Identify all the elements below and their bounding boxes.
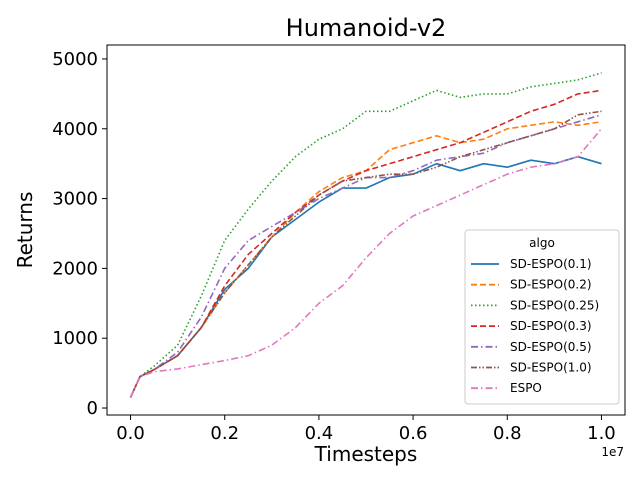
legend: algo SD-ESPO(0.1) SD-ESPO(0.2) SD-ESPO(0.2… xyxy=(464,229,620,405)
y-axis-ticks: 0 1000 2000 3000 4000 5000 xyxy=(52,49,107,419)
plot-lines xyxy=(129,72,603,398)
series-line-2 xyxy=(129,72,602,398)
legend-title: algo xyxy=(529,236,555,250)
y-tick-label: 0 xyxy=(87,398,98,419)
legend-label: SD-ESPO(0.2) xyxy=(510,278,592,292)
series-line-6 xyxy=(129,128,603,398)
y-tick-label: 4000 xyxy=(52,119,98,140)
y-tick-label: 5000 xyxy=(52,49,98,70)
x-axis-ticks: 0.0 0.2 0.4 0.6 0.8 1.0 xyxy=(116,415,616,444)
chart-title: Humanoid-v2 xyxy=(286,14,447,42)
legend-label: SD-ESPO(0.1) xyxy=(510,257,592,271)
x-tick-label: 0.4 xyxy=(305,423,334,444)
legend-label: SD-ESPO(0.5) xyxy=(510,340,592,354)
legend-label: SD-ESPO(0.25) xyxy=(510,298,599,312)
y-tick-label: 1000 xyxy=(52,328,98,349)
legend-label: SD-ESPO(1.0) xyxy=(510,361,592,375)
x-axis-multiplier: 1e7 xyxy=(601,445,624,459)
legend-box xyxy=(464,229,620,405)
x-tick-label: 0.0 xyxy=(116,423,145,444)
x-tick-label: 1.0 xyxy=(587,423,616,444)
x-tick-label: 0.6 xyxy=(399,423,428,444)
y-tick-label: 3000 xyxy=(52,189,98,210)
legend-label: ESPO xyxy=(510,381,542,395)
legend-items: SD-ESPO(0.1) SD-ESPO(0.2) SD-ESPO(0.25) SD-… xyxy=(471,257,599,395)
y-tick-label: 2000 xyxy=(52,258,98,279)
series-line-4 xyxy=(129,114,602,398)
series-line-5 xyxy=(129,110,602,398)
y-axis-label: Returns xyxy=(13,192,37,269)
x-tick-label: 0.8 xyxy=(493,423,522,444)
axes-frame xyxy=(106,44,626,416)
legend-label: SD-ESPO(0.3) xyxy=(510,319,592,333)
x-tick-label: 0.2 xyxy=(210,423,239,444)
x-axis-label: Timesteps xyxy=(314,442,418,466)
